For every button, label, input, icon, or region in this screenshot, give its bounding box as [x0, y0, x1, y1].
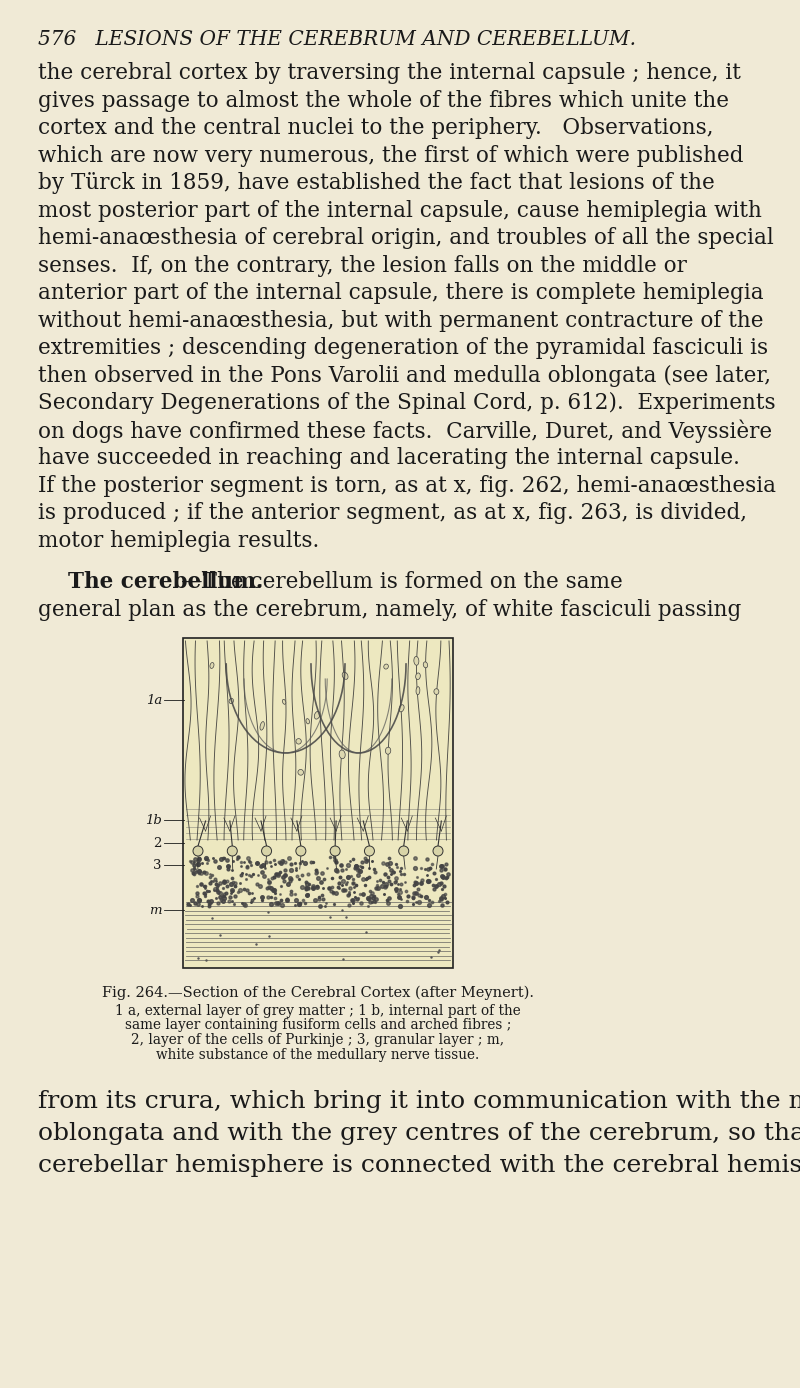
- Text: oblongata and with the grey centres of the cerebrum, so that each: oblongata and with the grey centres of t…: [38, 1122, 800, 1145]
- Text: cortex and the central nuclei to the periphery.   Observations,: cortex and the central nuclei to the per…: [38, 117, 714, 139]
- Text: 3: 3: [154, 859, 162, 872]
- Text: most posterior part of the internal capsule, cause hemiplegia with: most posterior part of the internal caps…: [38, 200, 762, 222]
- Text: cerebellar hemisphere is connected with the cerebral hemisphere: cerebellar hemisphere is connected with …: [38, 1153, 800, 1177]
- Text: which are now very numerous, the first of which were published: which are now very numerous, the first o…: [38, 144, 743, 167]
- Circle shape: [365, 847, 374, 856]
- Text: 576   LESIONS OF THE CEREBRUM AND CEREBELLUM.: 576 LESIONS OF THE CEREBRUM AND CEREBELL…: [38, 31, 636, 49]
- Circle shape: [296, 847, 306, 856]
- Ellipse shape: [423, 662, 428, 668]
- Text: by Türck in 1859, have established the fact that lesions of the: by Türck in 1859, have established the f…: [38, 172, 714, 194]
- Text: from its crura, which bring it into communication with the medulla: from its crura, which bring it into comm…: [38, 1090, 800, 1113]
- Text: on dogs have confirmed these facts.  Carville, Duret, and Veyssière: on dogs have confirmed these facts. Carv…: [38, 419, 772, 443]
- Circle shape: [330, 847, 340, 856]
- Circle shape: [227, 847, 238, 856]
- Text: is produced ; if the anterior segment, as at x, fig. 263, is divided,: is produced ; if the anterior segment, a…: [38, 502, 747, 525]
- Text: then observed in the Pons Varolii and medulla oblongata (see later,: then observed in the Pons Varolii and me…: [38, 365, 771, 387]
- FancyBboxPatch shape: [183, 638, 453, 967]
- Ellipse shape: [434, 688, 439, 694]
- Text: 1a: 1a: [146, 694, 162, 706]
- Ellipse shape: [296, 738, 302, 744]
- Text: without hemi-anaœsthesia, but with permanent contracture of the: without hemi-anaœsthesia, but with perma…: [38, 310, 763, 332]
- Ellipse shape: [416, 687, 420, 695]
- Text: Secondary Degenerations of the Spinal Cord, p. 612).  Experiments: Secondary Degenerations of the Spinal Co…: [38, 391, 776, 414]
- Ellipse shape: [306, 719, 310, 725]
- Text: senses.  If, on the contrary, the lesion falls on the middle or: senses. If, on the contrary, the lesion …: [38, 254, 687, 276]
- Text: 2, layer of the cells of Purkinje ; 3, granular layer ; m,: 2, layer of the cells of Purkinje ; 3, g…: [131, 1033, 505, 1047]
- Circle shape: [193, 847, 203, 856]
- Ellipse shape: [384, 663, 388, 669]
- Text: —The cerebellum is formed on the same: —The cerebellum is formed on the same: [181, 570, 622, 593]
- Ellipse shape: [399, 705, 404, 712]
- Text: same layer containing fusiform cells and arched fibres ;: same layer containing fusiform cells and…: [125, 1019, 511, 1033]
- Ellipse shape: [416, 673, 420, 680]
- Text: anterior part of the internal capsule, there is complete hemiplegia: anterior part of the internal capsule, t…: [38, 282, 764, 304]
- Text: If the posterior segment is torn, as at x, fig. 262, hemi-anaœsthesia: If the posterior segment is torn, as at …: [38, 475, 776, 497]
- Text: the cerebral cortex by traversing the internal capsule ; hence, it: the cerebral cortex by traversing the in…: [38, 62, 741, 85]
- Text: 1b: 1b: [145, 813, 162, 826]
- Text: white substance of the medullary nerve tissue.: white substance of the medullary nerve t…: [156, 1048, 480, 1062]
- Ellipse shape: [414, 657, 419, 665]
- Text: general plan as the cerebrum, namely, of white fasciculi passing: general plan as the cerebrum, namely, of…: [38, 598, 742, 620]
- Circle shape: [262, 847, 271, 856]
- Ellipse shape: [210, 662, 214, 669]
- Circle shape: [398, 847, 409, 856]
- Ellipse shape: [339, 750, 345, 759]
- Circle shape: [433, 847, 443, 856]
- Text: 1 a, external layer of grey matter ; 1 b, internal part of the: 1 a, external layer of grey matter ; 1 b…: [115, 1004, 521, 1017]
- Text: 2: 2: [154, 837, 162, 849]
- Ellipse shape: [282, 700, 286, 704]
- Ellipse shape: [260, 722, 264, 730]
- Text: hemi-anaœsthesia of cerebral origin, and troubles of all the special: hemi-anaœsthesia of cerebral origin, and…: [38, 228, 774, 248]
- Text: gives passage to almost the whole of the fibres which unite the: gives passage to almost the whole of the…: [38, 89, 729, 111]
- Text: extremities ; descending degeneration of the pyramidal fasciculi is: extremities ; descending degeneration of…: [38, 337, 768, 359]
- Ellipse shape: [386, 747, 390, 754]
- Text: The cerebellum.: The cerebellum.: [68, 570, 263, 593]
- Text: m: m: [150, 904, 162, 916]
- Ellipse shape: [342, 672, 348, 679]
- Ellipse shape: [298, 769, 303, 775]
- Ellipse shape: [314, 711, 320, 719]
- Ellipse shape: [229, 698, 234, 704]
- Text: Fig. 264.—Section of the Cerebral Cortex (after Meynert).: Fig. 264.—Section of the Cerebral Cortex…: [102, 985, 534, 1001]
- Text: motor hemiplegia results.: motor hemiplegia results.: [38, 529, 319, 551]
- Text: have succeeded in reaching and lacerating the internal capsule.: have succeeded in reaching and laceratin…: [38, 447, 740, 469]
